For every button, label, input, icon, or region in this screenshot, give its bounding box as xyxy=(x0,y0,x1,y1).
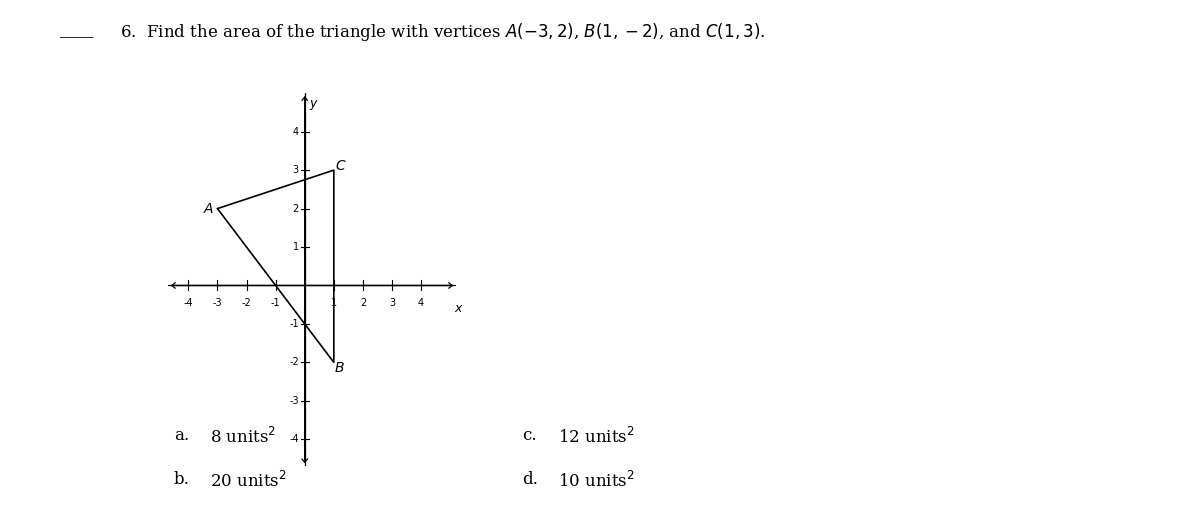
Text: -3: -3 xyxy=(289,396,299,406)
Text: 1: 1 xyxy=(331,298,337,308)
Text: 4: 4 xyxy=(418,298,424,308)
Text: A: A xyxy=(204,202,214,215)
Text: 20 units$^2$: 20 units$^2$ xyxy=(210,471,287,492)
Text: 4: 4 xyxy=(293,127,299,137)
Text: 2: 2 xyxy=(293,204,299,213)
Text: y: y xyxy=(310,97,317,110)
Text: -3: -3 xyxy=(212,298,222,308)
Text: 12 units$^2$: 12 units$^2$ xyxy=(558,427,635,448)
Text: -2: -2 xyxy=(289,357,299,367)
Text: C: C xyxy=(335,159,346,172)
Text: a.: a. xyxy=(174,427,190,444)
Text: 3: 3 xyxy=(389,298,395,308)
Text: -4: -4 xyxy=(184,298,193,308)
Text: c.: c. xyxy=(522,427,536,444)
Text: b.: b. xyxy=(174,471,190,488)
Text: -1: -1 xyxy=(271,298,281,308)
Text: -2: -2 xyxy=(241,298,252,308)
Text: 1: 1 xyxy=(293,242,299,252)
Text: -4: -4 xyxy=(289,434,299,444)
Text: 2: 2 xyxy=(360,298,366,308)
Text: B: B xyxy=(335,361,344,375)
Text: 8 units$^2$: 8 units$^2$ xyxy=(210,427,276,448)
Text: ____: ____ xyxy=(60,21,94,38)
Text: -1: -1 xyxy=(289,319,299,329)
Text: 3: 3 xyxy=(293,165,299,175)
Text: x: x xyxy=(455,301,462,314)
Text: d.: d. xyxy=(522,471,538,488)
Text: 10 units$^2$: 10 units$^2$ xyxy=(558,471,635,492)
Text: 6.  Find the area of the triangle with vertices $A(-3, 2)$, $B(1, -2)$, and $C(1: 6. Find the area of the triangle with ve… xyxy=(120,21,766,42)
